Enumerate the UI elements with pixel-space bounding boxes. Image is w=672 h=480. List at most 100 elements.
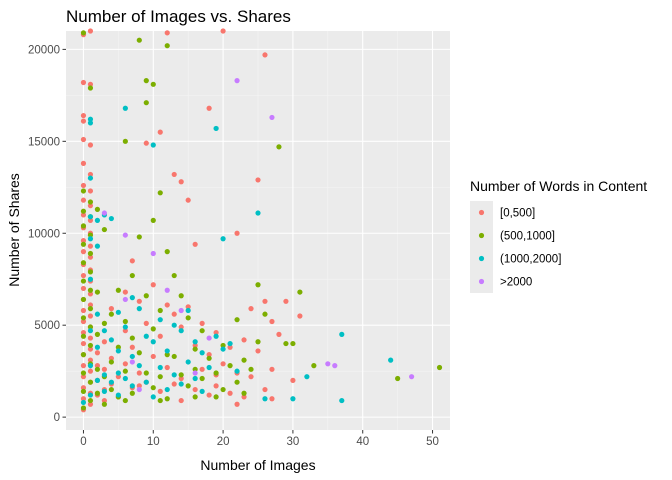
data-point: [80, 333, 87, 339]
data-point: [129, 353, 135, 360]
data-point: [80, 208, 87, 214]
data-point: [136, 298, 142, 304]
data-point: [199, 320, 205, 326]
data-point: [87, 85, 94, 91]
data-point: [129, 383, 135, 389]
data-point: [143, 333, 149, 339]
data-point: [143, 100, 149, 106]
x-tick-label: 10: [147, 436, 160, 448]
data-point: [80, 136, 87, 143]
data-point: [94, 331, 101, 337]
data-point: [283, 298, 289, 304]
data-point: [80, 396, 87, 402]
legend-label: (1000,2000]: [500, 254, 561, 266]
data-point: [108, 311, 114, 317]
data-point: [178, 307, 184, 314]
data-point: [87, 313, 94, 319]
data-point: [164, 348, 170, 354]
data-point: [122, 232, 128, 238]
data-point: [157, 364, 163, 371]
data-point: [87, 217, 94, 223]
data-point: [241, 357, 247, 363]
data-point: [213, 383, 219, 389]
data-point: [115, 348, 121, 354]
data-point: [101, 328, 107, 334]
data-point: [178, 375, 184, 382]
data-point: [185, 383, 191, 389]
data-point: [80, 340, 87, 347]
data-point: [115, 287, 121, 293]
data-point: [178, 179, 184, 185]
data-point: [234, 317, 240, 323]
data-point: [143, 293, 149, 299]
legend-key-point: [478, 255, 485, 262]
data-point: [171, 171, 177, 178]
x-tick-label: 40: [356, 436, 369, 448]
data-point: [87, 188, 94, 194]
data-point: [87, 171, 94, 178]
data-point: [164, 386, 170, 393]
data-point: [101, 210, 107, 216]
data-point: [234, 230, 240, 236]
data-point: [220, 236, 226, 242]
data-point: [80, 118, 87, 124]
data-point: [150, 339, 156, 345]
data-point: [171, 353, 177, 360]
data-point: [192, 366, 198, 372]
data-point: [115, 392, 121, 398]
data-point: [87, 203, 94, 209]
data-point: [80, 212, 87, 218]
data-point: [157, 374, 163, 380]
data-point: [276, 144, 282, 150]
data-point: [136, 383, 142, 389]
data-point: [87, 291, 94, 297]
data-point: [129, 272, 135, 279]
data-point: [129, 344, 135, 350]
data-point: [87, 368, 94, 374]
data-point: [339, 331, 345, 337]
data-point: [80, 307, 87, 314]
data-point: [255, 177, 261, 183]
data-point: [255, 282, 261, 288]
data-point: [87, 328, 94, 334]
data-point: [94, 206, 101, 212]
data-point: [87, 306, 94, 312]
data-point: [101, 388, 107, 394]
data-point: [164, 302, 170, 308]
data-point: [234, 379, 240, 385]
data-point: [206, 335, 212, 341]
y-axis-title: Number of Shares: [6, 173, 22, 287]
data-point: [220, 342, 226, 349]
data-point: [122, 289, 128, 295]
data-point: [80, 238, 87, 244]
data-point: [101, 372, 107, 378]
data-point: [108, 337, 114, 343]
data-point: [150, 250, 156, 257]
data-point: [185, 359, 191, 365]
data-point: [241, 390, 247, 396]
data-point: [332, 363, 338, 369]
data-point: [80, 405, 87, 411]
data-point: [262, 311, 268, 317]
data-point: [108, 215, 114, 222]
data-point: [136, 386, 142, 393]
x-axis-title: Number of Images: [200, 457, 315, 473]
data-point: [94, 390, 101, 396]
data-point: [185, 307, 191, 314]
data-points: [80, 28, 443, 413]
data-point: [339, 397, 345, 404]
data-point: [80, 160, 87, 166]
data-point: [220, 386, 226, 393]
data-point: [94, 344, 101, 350]
data-point: [108, 359, 114, 365]
data-point: [136, 234, 142, 240]
data-point: [80, 296, 87, 303]
data-point: [262, 386, 268, 393]
data-point: [101, 339, 107, 345]
data-point: [87, 287, 94, 293]
data-point: [234, 401, 240, 407]
data-point: [199, 350, 205, 356]
data-point: [143, 140, 149, 146]
data-point: [80, 374, 87, 380]
